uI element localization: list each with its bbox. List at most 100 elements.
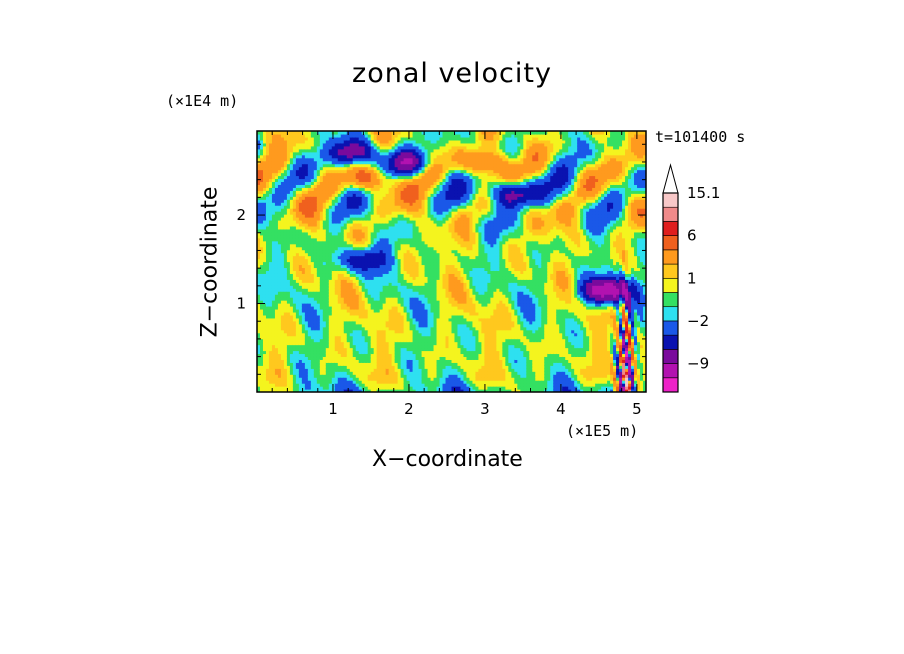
field-cell bbox=[316, 208, 321, 212]
field-cell bbox=[298, 270, 303, 274]
field-cell bbox=[286, 371, 291, 375]
field-cell bbox=[421, 282, 426, 286]
field-cell bbox=[301, 371, 306, 375]
field-cell bbox=[370, 267, 375, 271]
field-cell bbox=[301, 386, 306, 390]
field-cell bbox=[316, 371, 321, 375]
field-cell bbox=[409, 169, 414, 174]
field-cell bbox=[343, 160, 348, 165]
field-cell bbox=[280, 371, 285, 375]
field-cell bbox=[286, 131, 291, 135]
field-cell bbox=[397, 279, 402, 283]
field-cell bbox=[412, 219, 417, 224]
field-cell bbox=[373, 136, 378, 141]
field-cell bbox=[257, 267, 261, 271]
field-cell bbox=[394, 205, 399, 209]
field-cell bbox=[337, 169, 342, 174]
field-cell bbox=[340, 193, 345, 197]
field-cell bbox=[265, 264, 270, 269]
field-cell bbox=[316, 356, 321, 360]
field-cell bbox=[325, 335, 330, 340]
field-cell bbox=[376, 199, 381, 203]
field-cell bbox=[352, 160, 357, 165]
field-cell bbox=[325, 190, 330, 194]
field-cell bbox=[316, 184, 321, 188]
field-cell bbox=[319, 258, 324, 263]
field-cell bbox=[307, 383, 312, 387]
field-cell bbox=[331, 347, 336, 352]
field-cell bbox=[283, 335, 288, 340]
field-cell bbox=[313, 359, 318, 363]
field-cell bbox=[346, 211, 351, 215]
field-cell bbox=[421, 246, 426, 251]
field-cell bbox=[403, 320, 408, 325]
field-cell bbox=[403, 273, 408, 277]
field-cell bbox=[292, 255, 297, 260]
field-cell bbox=[343, 261, 348, 266]
field-cell bbox=[313, 276, 318, 280]
field-cell bbox=[280, 202, 285, 206]
field-cell bbox=[406, 208, 411, 212]
field-cell bbox=[361, 294, 366, 298]
field-cell bbox=[361, 261, 366, 266]
field-cell bbox=[257, 332, 261, 337]
field-cell bbox=[388, 270, 393, 274]
field-cell bbox=[325, 308, 330, 313]
field-cell bbox=[322, 294, 327, 298]
field-cell bbox=[310, 178, 315, 183]
field-cell bbox=[325, 228, 330, 233]
field-cell bbox=[292, 237, 297, 242]
field-cell bbox=[415, 231, 420, 236]
field-cell bbox=[337, 228, 342, 233]
field-cell bbox=[268, 237, 273, 242]
field-cell bbox=[379, 184, 384, 188]
field-cell bbox=[373, 228, 378, 233]
field-cell bbox=[349, 270, 354, 274]
field-cell bbox=[310, 279, 315, 283]
field-cell bbox=[403, 163, 408, 168]
field-cell bbox=[415, 303, 420, 307]
field-cell bbox=[340, 291, 345, 295]
field-cell bbox=[343, 139, 348, 144]
field-cell bbox=[283, 252, 288, 257]
field-cell bbox=[301, 368, 306, 372]
field-cell bbox=[286, 261, 291, 266]
field-cell bbox=[349, 362, 354, 366]
field-cell bbox=[257, 335, 261, 340]
field-cell bbox=[388, 133, 393, 138]
field-cell bbox=[385, 291, 390, 295]
field-cell bbox=[382, 131, 387, 135]
field-cell bbox=[274, 181, 279, 185]
field-cell bbox=[352, 157, 357, 162]
field-cell bbox=[310, 196, 315, 200]
field-cell bbox=[358, 303, 363, 307]
field-cell bbox=[319, 133, 324, 138]
field-cell bbox=[346, 139, 351, 144]
field-cell bbox=[262, 169, 267, 174]
field-cell bbox=[313, 205, 318, 209]
field-cell bbox=[424, 202, 429, 206]
field-cell bbox=[364, 160, 369, 165]
field-cell bbox=[334, 332, 339, 337]
field-cell bbox=[367, 359, 372, 363]
field-cell bbox=[373, 356, 378, 360]
field-cell bbox=[319, 350, 324, 355]
field-cell bbox=[304, 264, 309, 269]
field-cell bbox=[370, 326, 375, 331]
field-cell bbox=[259, 240, 264, 245]
field-cell bbox=[262, 184, 267, 188]
field-cell bbox=[322, 359, 327, 363]
field-cell bbox=[331, 181, 336, 185]
field-cell bbox=[421, 142, 426, 147]
field-cell bbox=[361, 252, 366, 257]
field-cell bbox=[325, 222, 330, 227]
field-cell bbox=[394, 267, 399, 271]
field-cell bbox=[397, 389, 402, 392]
field-cell bbox=[382, 279, 387, 283]
field-cell bbox=[346, 350, 351, 355]
field-cell bbox=[304, 252, 309, 257]
field-cell bbox=[364, 264, 369, 269]
field-cell bbox=[352, 151, 357, 156]
field-cell bbox=[331, 228, 336, 233]
field-cell bbox=[391, 246, 396, 251]
